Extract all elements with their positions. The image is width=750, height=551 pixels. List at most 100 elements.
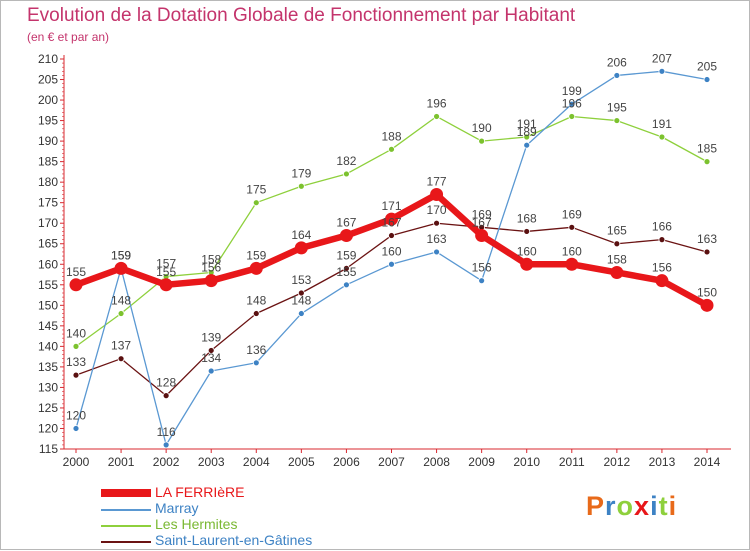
data-label: 191 <box>517 117 537 131</box>
data-label: 158 <box>607 252 627 266</box>
data-label: 134 <box>201 351 221 365</box>
x-tick-label: 2012 <box>604 455 631 469</box>
data-point <box>523 133 531 141</box>
data-label: 156 <box>652 261 672 275</box>
data-label: 160 <box>381 244 401 258</box>
data-label: 169 <box>562 207 582 221</box>
chart-subtitle: (en € et par an) <box>27 30 110 44</box>
proxiti-logo: Proxiti <box>586 491 677 522</box>
data-point <box>523 228 531 235</box>
data-label: 182 <box>336 154 356 168</box>
data-point <box>162 441 170 449</box>
data-point <box>117 310 125 317</box>
data-point <box>252 310 260 317</box>
y-tick-label: 195 <box>38 114 58 128</box>
logo-letter: P <box>586 491 606 521</box>
data-label: 170 <box>427 203 447 217</box>
data-point <box>568 223 576 231</box>
y-tick-label: 130 <box>38 380 58 394</box>
x-tick-label: 2010 <box>513 455 540 469</box>
data-label: 179 <box>291 166 311 180</box>
data-point <box>478 137 486 145</box>
data-label: 116 <box>157 425 176 439</box>
legend-label: Saint-Laurent-en-Gâtines <box>155 532 313 548</box>
y-tick-label: 125 <box>38 401 58 415</box>
y-tick-label: 135 <box>38 360 58 374</box>
data-label: 156 <box>201 261 221 275</box>
x-tick-label: 2006 <box>333 455 360 469</box>
data-point <box>72 371 80 379</box>
data-point <box>297 182 305 190</box>
data-point <box>568 113 576 120</box>
y-tick-label: 160 <box>38 257 58 271</box>
data-label: 165 <box>607 224 627 238</box>
y-tick-label: 155 <box>38 278 58 292</box>
x-tick-label: 2007 <box>378 455 405 469</box>
data-label: 185 <box>697 142 717 156</box>
y-tick-label: 120 <box>38 421 58 435</box>
data-label: 189 <box>517 125 537 139</box>
data-label: 167 <box>336 216 356 230</box>
data-point <box>207 347 215 354</box>
y-tick-label: 175 <box>38 196 58 210</box>
data-label: 191 <box>652 117 672 131</box>
data-label: 155 <box>156 265 176 279</box>
data-label: 206 <box>607 55 627 69</box>
legend-label: Marray <box>155 500 199 516</box>
data-label: 159 <box>111 248 131 262</box>
logo-letter: r <box>605 491 617 521</box>
data-label: 199 <box>562 84 582 98</box>
data-point <box>343 264 350 272</box>
data-label: 128 <box>156 376 176 390</box>
data-label: 205 <box>697 60 717 74</box>
legend-swatch <box>101 509 151 511</box>
data-label: 171 <box>381 199 401 213</box>
y-tick-label: 170 <box>38 216 58 230</box>
data-label: 196 <box>562 96 582 110</box>
data-point <box>703 76 711 83</box>
data-point <box>117 355 125 363</box>
data-point <box>703 248 711 256</box>
logo-letter: o <box>616 491 635 521</box>
y-tick-label: 190 <box>38 134 58 148</box>
data-point <box>433 248 440 256</box>
data-label: 175 <box>246 183 266 197</box>
logo-letter: t <box>658 491 669 521</box>
y-tick-label: 210 <box>38 52 58 66</box>
data-point <box>114 261 128 275</box>
data-point <box>294 241 308 255</box>
data-point <box>297 289 305 297</box>
data-label: 159 <box>246 248 266 262</box>
data-label: 158 <box>201 252 221 266</box>
data-point <box>610 265 624 279</box>
legend-label: LA FERRIèRE <box>155 484 245 500</box>
data-label: 195 <box>607 101 627 115</box>
legend-swatch <box>101 525 151 527</box>
y-tick-label: 165 <box>38 237 58 251</box>
data-label: 140 <box>66 326 86 340</box>
data-point <box>72 342 80 350</box>
x-tick-label: 2009 <box>468 455 495 469</box>
data-point <box>343 281 350 289</box>
data-label: 155 <box>66 265 86 279</box>
data-point <box>388 145 395 153</box>
data-label: 148 <box>111 294 131 308</box>
data-point <box>252 359 260 367</box>
data-point <box>658 236 666 244</box>
data-point <box>700 298 714 312</box>
data-point <box>388 260 395 268</box>
y-tick-label: 180 <box>38 175 58 189</box>
data-point <box>430 187 444 201</box>
y-tick-label: 140 <box>38 339 58 353</box>
data-point <box>565 257 579 271</box>
x-tick-label: 2013 <box>649 455 676 469</box>
data-point <box>520 257 534 271</box>
data-point <box>568 100 576 108</box>
data-label: 148 <box>246 294 266 308</box>
data-label: 164 <box>291 228 311 242</box>
x-tick-label: 2005 <box>288 455 315 469</box>
data-point <box>297 310 305 317</box>
y-tick-label: 205 <box>38 73 58 87</box>
data-label: 167 <box>472 216 492 230</box>
